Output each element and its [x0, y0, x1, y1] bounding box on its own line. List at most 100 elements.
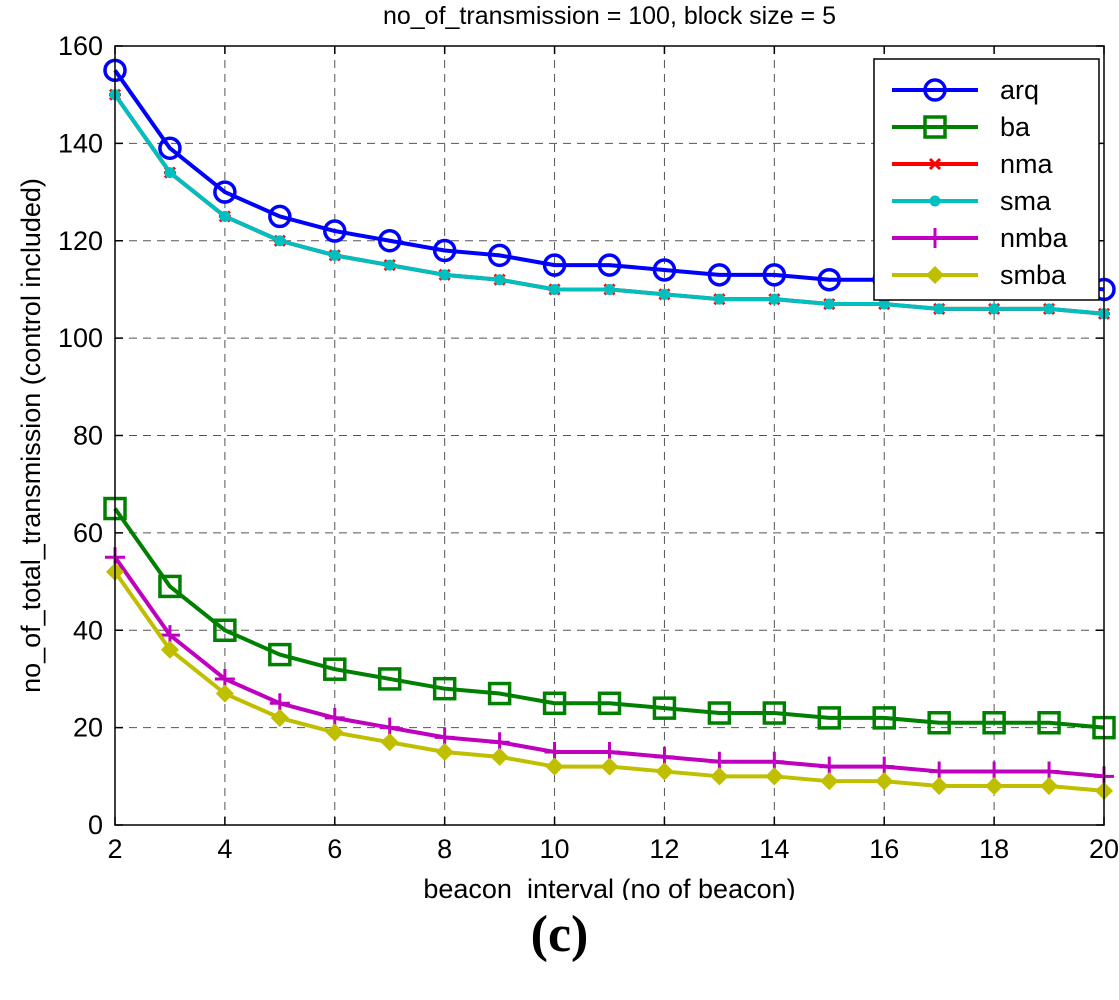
- data-point-ba: [377, 667, 402, 691]
- series-nmba: [105, 547, 1114, 787]
- y-axis-label: no_of_total_transmission (control includ…: [16, 178, 46, 693]
- data-point-ba: [432, 676, 457, 701]
- figure-caption: (c): [530, 906, 589, 963]
- data-point-ba: [542, 691, 567, 716]
- data-point-ba: [762, 701, 787, 725]
- data-point-arq: [158, 136, 182, 160]
- data-point-arq: [432, 238, 457, 263]
- data-point-smba: [655, 762, 674, 781]
- data-point-smba: [820, 772, 839, 791]
- legend-entry-nma: nma: [892, 149, 1054, 179]
- data-point-sma: [384, 259, 396, 271]
- y-tick-label: 20: [73, 713, 103, 743]
- legend-marker: [925, 228, 945, 248]
- data-point-smba: [930, 776, 949, 796]
- y-tick-label: 0: [88, 810, 103, 840]
- data-point-ba: [323, 657, 347, 681]
- y-tick-label: 120: [58, 226, 103, 256]
- data-point-arq: [377, 229, 402, 253]
- legend-entry-smba: smba: [892, 260, 1067, 290]
- y-tick-label: 40: [73, 615, 103, 645]
- y-tick-label: 160: [58, 31, 103, 61]
- data-point-arq: [707, 263, 732, 287]
- x-tick-label: 16: [869, 834, 899, 864]
- x-tick-label: 18: [979, 834, 1009, 864]
- x-tick-label: 20: [1089, 834, 1119, 864]
- data-point-smba: [765, 767, 784, 786]
- data-point-smba: [160, 640, 180, 659]
- data-point-ba: [927, 711, 951, 735]
- data-point-sma: [439, 269, 451, 281]
- data-point-arq: [213, 180, 237, 204]
- data-point-sma: [549, 283, 561, 295]
- legend-label: arq: [1000, 75, 1039, 105]
- x-axis-label: beacon_interval (no of beacon): [423, 874, 795, 900]
- data-point-ba: [817, 706, 842, 730]
- data-point-smba: [490, 747, 509, 766]
- series-line-ba: [113, 507, 1105, 730]
- data-point-ba: [597, 691, 622, 716]
- data-point-sma: [933, 303, 945, 315]
- x-tick-label: 6: [327, 834, 342, 864]
- data-point-sma: [1043, 303, 1055, 315]
- legend-entry-nmba: nmba: [892, 223, 1069, 253]
- y-tick-label: 80: [73, 421, 103, 451]
- legend-marker: [929, 195, 941, 207]
- series-group: [103, 58, 1116, 800]
- data-point-smba: [710, 767, 729, 786]
- legend-box: [873, 58, 1100, 301]
- data-point-sma: [604, 283, 615, 295]
- legend-label: nmba: [1000, 223, 1069, 253]
- x-tick-label: 8: [437, 834, 452, 864]
- data-point-smba: [435, 742, 454, 762]
- data-point-smba: [215, 684, 234, 703]
- data-point-ba: [213, 618, 237, 642]
- y-tick-label: 60: [73, 518, 103, 548]
- legend: arq ba nma sma nmba smba: [873, 58, 1100, 301]
- series-sma: [109, 89, 1110, 320]
- legend-entry-ba: ba: [892, 112, 1031, 142]
- x-tick-label: 4: [217, 834, 232, 864]
- data-point-ba: [1037, 711, 1061, 735]
- data-point-sma: [988, 303, 1000, 315]
- legend-label: nma: [1000, 149, 1054, 179]
- data-point-sma: [219, 210, 231, 222]
- data-point-arq: [817, 267, 842, 292]
- legend-label: sma: [1000, 186, 1052, 216]
- data-point-arq: [542, 253, 567, 277]
- data-point-sma: [823, 298, 835, 310]
- plot-area-frame: [114, 45, 1105, 826]
- data-point-arq: [487, 243, 512, 268]
- data-point-ba: [872, 706, 896, 730]
- data-point-arq: [323, 219, 347, 243]
- y-tick-label: 100: [58, 323, 103, 353]
- data-point-smba: [875, 772, 894, 791]
- data-point-smba: [985, 776, 1004, 796]
- chart-title: no_of_transmission = 100, block size = 5: [383, 2, 836, 30]
- x-tick-label: 10: [540, 834, 570, 864]
- line-chart: no_of_transmission = 100, block size = 5…: [16, 2, 1119, 900]
- data-point-arq: [652, 258, 677, 282]
- data-point-smba: [325, 723, 344, 742]
- legend-marker: [923, 78, 947, 102]
- grid: [115, 46, 1104, 825]
- legend-marker: [925, 265, 945, 285]
- data-point-smba: [270, 708, 289, 727]
- data-point-arq: [762, 263, 787, 287]
- data-point-ba: [982, 711, 1006, 735]
- data-point-ba: [652, 696, 677, 720]
- data-point-sma: [768, 293, 780, 305]
- y-tick-label: 140: [58, 128, 103, 158]
- data-point-smba: [600, 757, 619, 776]
- legend-entry-arq: arq: [892, 75, 1039, 105]
- legend-entry-sma: sma: [892, 186, 1052, 216]
- data-point-arq: [268, 204, 292, 229]
- data-point-ba: [487, 681, 512, 706]
- legend-marker: [923, 115, 947, 139]
- data-point-sma: [164, 167, 176, 179]
- legend-label: ba: [1000, 112, 1031, 142]
- data-point-sma: [274, 235, 286, 247]
- data-point-sma: [329, 249, 341, 261]
- data-point-ba: [707, 701, 732, 725]
- x-tick-label: 2: [107, 834, 122, 864]
